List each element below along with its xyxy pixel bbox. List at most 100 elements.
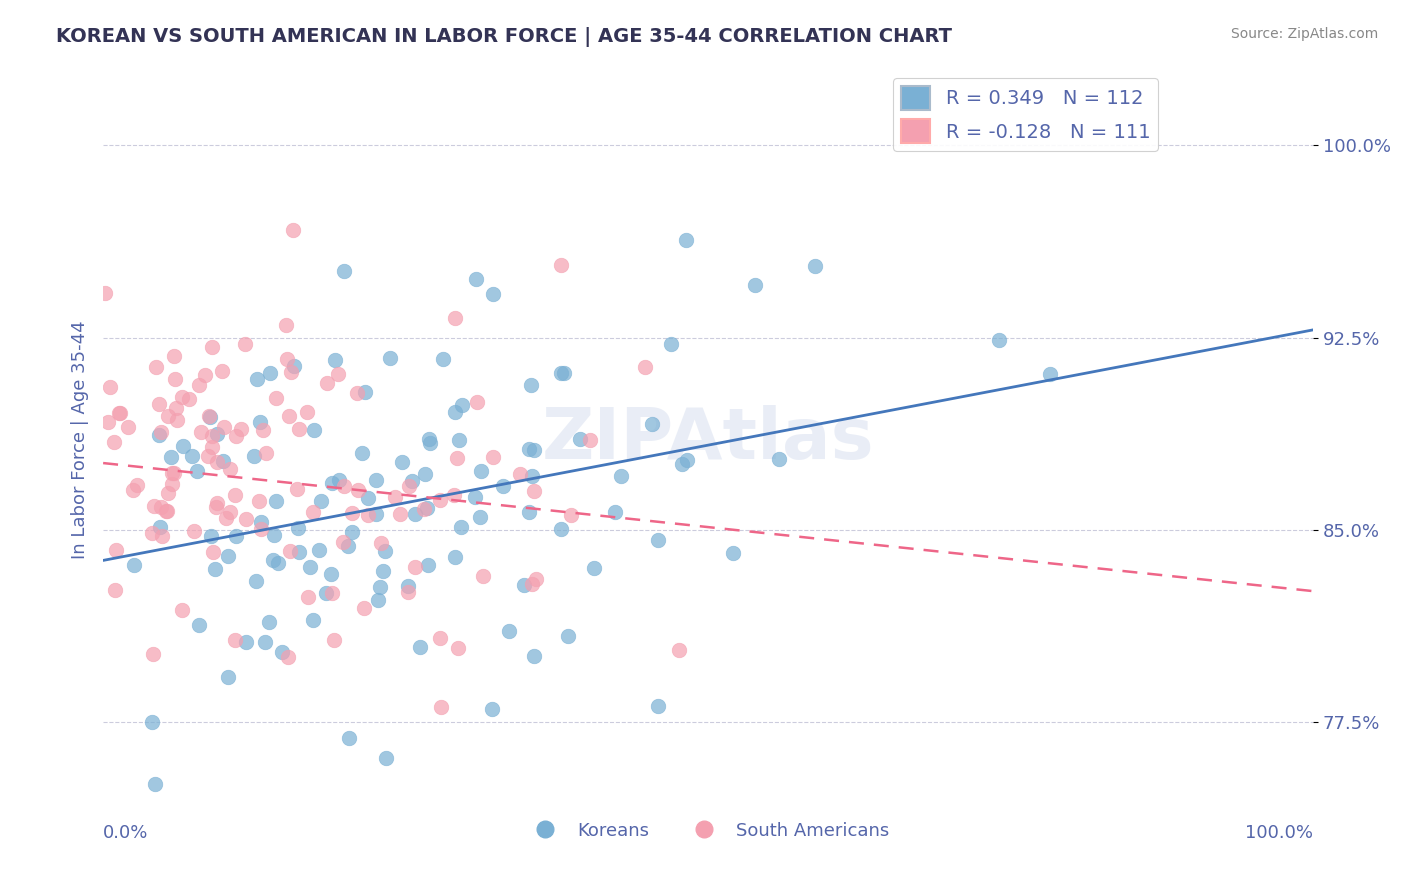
Point <box>464 491 486 505</box>
Point <box>156 504 179 518</box>
Point <box>347 483 370 497</box>
Point <box>419 436 441 450</box>
Point <box>257 615 280 629</box>
Text: Source: ZipAtlas.com: Source: ZipAtlas.com <box>1230 27 1378 41</box>
Point <box>259 367 281 381</box>
Point <box>520 378 543 392</box>
Point <box>142 499 165 513</box>
Point <box>194 368 217 382</box>
Point <box>471 569 494 583</box>
Point <box>517 505 540 519</box>
Point <box>170 390 193 404</box>
Point <box>125 478 148 492</box>
Point <box>450 520 472 534</box>
Point <box>250 515 273 529</box>
Point <box>243 449 266 463</box>
Point <box>333 479 356 493</box>
Point <box>247 493 270 508</box>
Point <box>328 474 350 488</box>
Point <box>443 310 465 325</box>
Point <box>205 500 228 515</box>
Point <box>378 351 401 365</box>
Point <box>254 445 277 459</box>
Point <box>342 524 364 539</box>
Point <box>391 455 413 469</box>
Point <box>413 467 436 482</box>
Point <box>252 423 274 437</box>
Point <box>200 528 222 542</box>
Point <box>364 473 387 487</box>
Point <box>647 699 669 714</box>
Point <box>803 259 825 273</box>
Point <box>253 635 276 649</box>
Point <box>207 455 229 469</box>
Point <box>198 409 221 424</box>
Point <box>671 457 693 471</box>
Point <box>605 505 627 519</box>
Point <box>321 567 343 582</box>
Point <box>367 593 389 607</box>
Point <box>172 603 194 617</box>
Point <box>451 398 474 412</box>
Point <box>467 394 489 409</box>
Point <box>325 353 347 368</box>
Point <box>110 406 132 420</box>
Point <box>676 453 699 467</box>
Point <box>302 423 325 437</box>
Point <box>550 258 572 272</box>
Point <box>205 496 228 510</box>
Point <box>217 549 239 564</box>
Point <box>299 559 322 574</box>
Point <box>277 649 299 664</box>
Point <box>107 406 129 420</box>
Point <box>190 425 212 439</box>
Point <box>346 385 368 400</box>
Point <box>418 432 440 446</box>
Point <box>188 618 211 632</box>
Y-axis label: In Labor Force | Age 35-44: In Labor Force | Age 35-44 <box>72 321 89 559</box>
Point <box>149 500 172 514</box>
Point <box>352 445 374 459</box>
Point <box>302 613 325 627</box>
Point <box>374 751 396 765</box>
Point <box>357 508 380 522</box>
Point <box>278 544 301 558</box>
Point <box>103 435 125 450</box>
Point <box>659 336 682 351</box>
Point <box>201 440 224 454</box>
Point <box>262 553 284 567</box>
Point <box>634 360 657 375</box>
Point <box>353 601 375 615</box>
Point <box>271 645 294 659</box>
Point <box>160 450 183 464</box>
Point <box>283 223 305 237</box>
Point <box>165 372 187 386</box>
Point <box>211 454 233 468</box>
Point <box>517 442 540 456</box>
Point <box>409 640 432 654</box>
Point <box>218 462 240 476</box>
Point <box>370 536 392 550</box>
Point <box>481 702 503 716</box>
Point <box>524 573 547 587</box>
Point <box>520 577 543 591</box>
Point <box>498 624 520 638</box>
Point <box>333 264 356 278</box>
Point <box>560 508 582 522</box>
Point <box>430 700 453 714</box>
Text: 0.0%: 0.0% <box>103 824 149 842</box>
Point <box>201 339 224 353</box>
Point <box>509 467 531 481</box>
Point <box>156 485 179 500</box>
Point <box>523 648 546 663</box>
Point <box>263 528 285 542</box>
Point <box>274 318 297 333</box>
Point <box>235 336 257 351</box>
Point <box>321 586 343 600</box>
Point <box>668 643 690 657</box>
Point <box>768 452 790 467</box>
Point <box>321 475 343 490</box>
Point <box>446 450 468 465</box>
Point <box>172 439 194 453</box>
Point <box>368 580 391 594</box>
